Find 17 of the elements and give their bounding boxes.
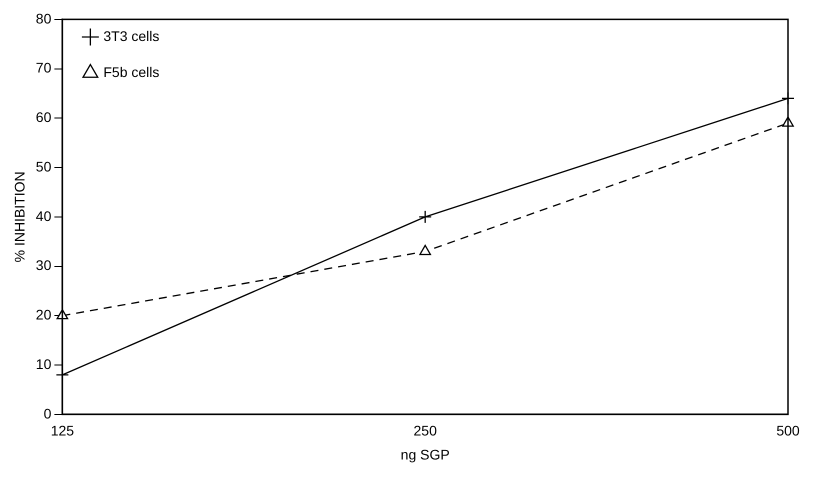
y-tick-label: 80 (36, 10, 52, 26)
y-tick-label: 30 (36, 257, 52, 274)
x-tick-label: 250 (414, 422, 438, 439)
y-tick-label: 70 (36, 60, 52, 76)
point (418, 210, 432, 224)
x-tick-label: 500 (776, 422, 800, 439)
legend-label: 3T3 cells (103, 28, 160, 44)
legend-label: F5b cells (103, 64, 160, 80)
y-tick-label: 50 (36, 158, 52, 174)
y-tick-label: 20 (36, 306, 52, 323)
x-tick-label: 125 (50, 422, 74, 439)
y-tick-label: 0 (44, 405, 52, 422)
y-tick-label: 40 (36, 208, 52, 224)
x-axis-title: ng SGP (400, 446, 450, 462)
y-axis-title: % INHIBITION (11, 171, 28, 262)
y-tick-label: 10 (36, 356, 52, 372)
y-tick-label: 60 (36, 109, 52, 126)
